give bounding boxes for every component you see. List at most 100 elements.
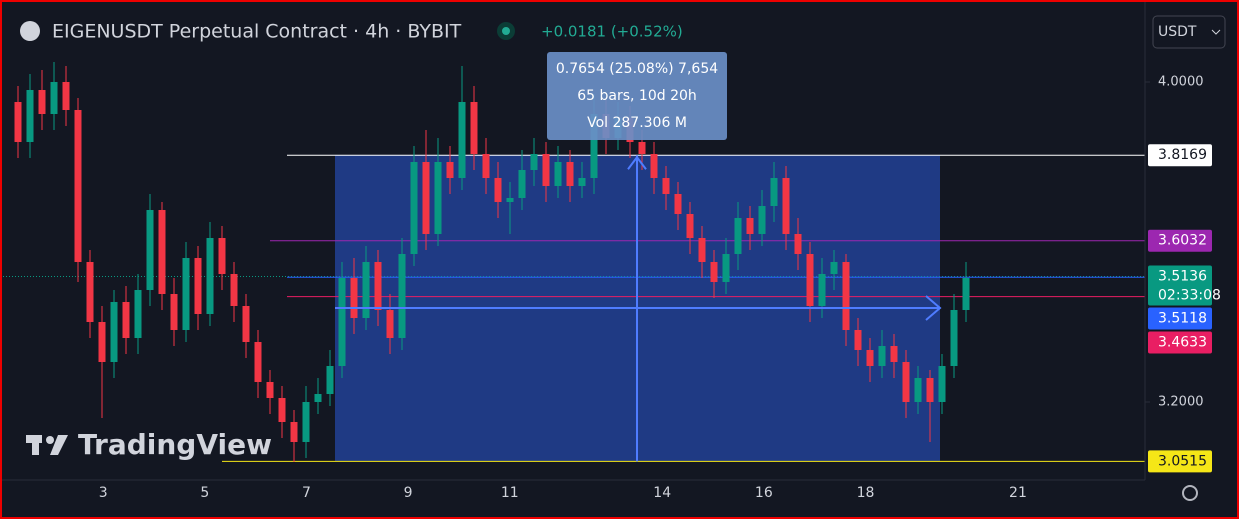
x-tick-label: 16 (755, 485, 773, 501)
watermark-logo (26, 435, 68, 455)
price-label-box (1148, 307, 1212, 330)
candle-body (254, 342, 262, 382)
x-tick-label: 7 (302, 485, 311, 501)
candle-body (302, 402, 310, 442)
candle-body (926, 378, 934, 402)
price-label: 3.8169 (1158, 147, 1207, 163)
measure-text: 0.7654 (25.08%) 7,654 (556, 61, 718, 77)
candle-body (98, 322, 106, 362)
candle-body (530, 154, 538, 170)
watermark: TradingView (78, 428, 272, 461)
candle-body (170, 294, 178, 330)
candle-body (758, 206, 766, 234)
candle-body (398, 254, 406, 338)
candle-body (662, 178, 670, 194)
candle-body (638, 142, 646, 154)
dropdown-caret (1211, 29, 1221, 35)
candle-body (74, 110, 82, 262)
y-tick-label: 3.2000 (1158, 395, 1204, 410)
candle-body (482, 154, 490, 178)
candle-body (890, 346, 898, 362)
candle-body (506, 198, 514, 202)
currency-label: USDT (1158, 24, 1197, 40)
chart-title: EIGENUSDT Perpetual Contract · 4h · BYBI… (52, 21, 462, 43)
candle-body (470, 102, 478, 154)
candle-body (578, 178, 586, 186)
candle-body (734, 218, 742, 254)
candle-body (158, 210, 166, 294)
candle-body (434, 162, 442, 234)
candle-body (50, 82, 58, 114)
candle-body (686, 214, 694, 238)
countdown-label: 02:33:08 (1158, 288, 1221, 304)
settings-button[interactable] (1182, 485, 1198, 501)
candle-body (86, 262, 94, 322)
candle-body (902, 362, 910, 402)
measure-arrowhead-h (925, 295, 942, 321)
candle-body (182, 258, 190, 330)
candle-body (230, 274, 238, 306)
candle-body (386, 310, 394, 338)
candle-body (710, 262, 718, 282)
x-tick-label: 3 (99, 485, 108, 501)
candle-body (362, 262, 370, 318)
x-tick-label: 5 (200, 485, 209, 501)
plot-area: 0.7654 (25.08%) 7,654 65 bars, 10d 20h Vol… (0, 52, 1145, 462)
candle-body (410, 162, 418, 254)
candle-body (62, 82, 70, 110)
candle-body (962, 278, 970, 310)
price-label: 3.5136 (1158, 269, 1207, 285)
candle-body (590, 114, 598, 178)
candle-body (950, 310, 958, 366)
candle-body (866, 350, 874, 366)
candle-body (422, 162, 430, 234)
candle-body (746, 218, 754, 234)
candle-body (830, 262, 838, 274)
candle-body (794, 234, 802, 254)
x-tick-label: 14 (653, 485, 671, 501)
measure-text: Vol 287.306 M (587, 115, 687, 131)
candle-body (242, 306, 250, 342)
candle-body (542, 154, 550, 186)
measure-text: 65 bars, 10d 20h (577, 88, 697, 104)
x-tick-label: 18 (857, 485, 875, 501)
candle-body (38, 90, 46, 114)
status-dot (502, 27, 510, 35)
y-tick-label: 4.0000 (1158, 75, 1204, 90)
candle-body (218, 238, 226, 274)
measure-tooltip (547, 52, 727, 140)
candle-body (554, 162, 562, 186)
price-label: 3.5118 (1158, 311, 1207, 327)
candle-body (122, 302, 130, 338)
x-tick-label: 9 (404, 485, 413, 501)
price-label-box (1148, 450, 1212, 473)
candle-body (878, 346, 886, 366)
candle-body (350, 278, 358, 318)
candle-body (278, 398, 286, 422)
candle-body (446, 162, 454, 178)
currency-selector[interactable] (1152, 15, 1226, 49)
candle-body (14, 102, 22, 142)
candle-body (374, 262, 382, 310)
candle-body (110, 302, 118, 362)
price-label-box (1148, 331, 1212, 354)
price-label-box (1148, 265, 1212, 306)
candle-body (566, 162, 574, 186)
candle-body (206, 238, 214, 314)
candle-body (914, 378, 922, 402)
candle-body (266, 382, 274, 398)
candle-body (146, 210, 154, 290)
candle-body (782, 178, 790, 234)
candle-body (326, 366, 334, 394)
x-tick-label: 11 (501, 485, 519, 501)
candle-body (842, 262, 850, 330)
candle-body (518, 170, 526, 198)
x-tick-label: 21 (1009, 485, 1027, 501)
candle-body (134, 290, 142, 338)
candle-body (698, 238, 706, 262)
candle-body (650, 154, 658, 178)
price-label-box (1148, 144, 1212, 167)
candle-body (458, 102, 466, 178)
